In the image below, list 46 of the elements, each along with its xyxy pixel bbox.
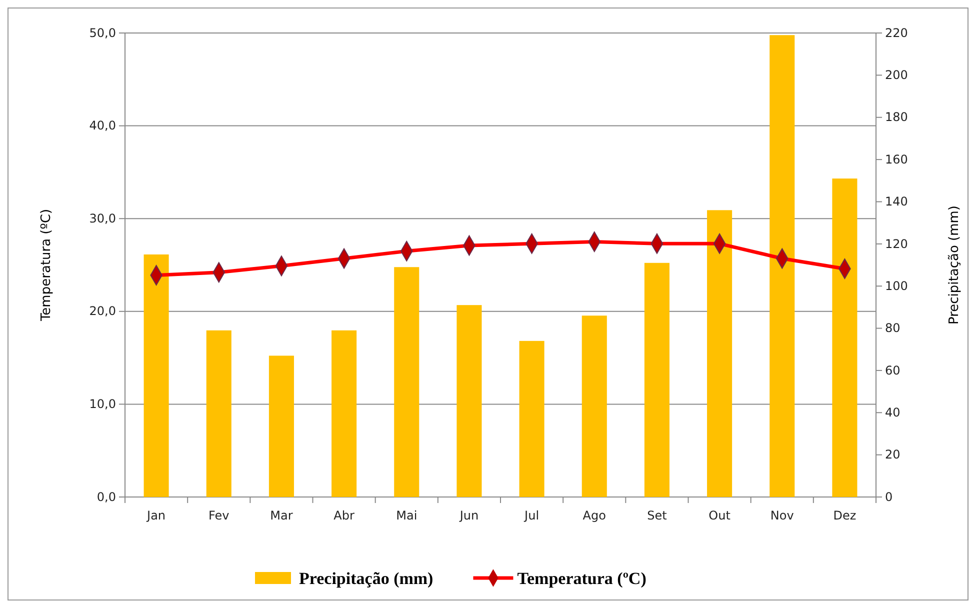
y-tick-label: 40,0 bbox=[89, 118, 116, 133]
y-tick-label: 50,0 bbox=[89, 26, 116, 40]
y2-tick-label: 80 bbox=[885, 321, 900, 336]
bar bbox=[456, 305, 482, 497]
bar bbox=[332, 330, 357, 497]
y2-tick-label: 200 bbox=[885, 68, 908, 82]
x-tick-label: Abr bbox=[334, 508, 354, 523]
x-tick-label: Out bbox=[708, 508, 731, 523]
legend-label: Temperatura (ºC) bbox=[517, 569, 646, 588]
x-tick-label: Fev bbox=[208, 508, 230, 523]
x-tick-label: Ago bbox=[582, 508, 606, 523]
y2-tick-label: 0 bbox=[885, 490, 893, 504]
y2-tick-label: 60 bbox=[885, 363, 900, 378]
y2-tick-label: 120 bbox=[885, 236, 908, 251]
x-tick-label: Set bbox=[647, 508, 668, 523]
bar bbox=[770, 35, 795, 497]
bar bbox=[144, 254, 169, 497]
y-tick-label: 0,0 bbox=[96, 490, 116, 504]
bar bbox=[832, 178, 858, 497]
x-tick-label: Jul bbox=[524, 508, 540, 523]
y2-tick-label: 180 bbox=[885, 110, 908, 124]
x-tick-label: Mar bbox=[270, 508, 293, 523]
bar bbox=[394, 267, 420, 497]
x-tick-label: Nov bbox=[770, 508, 794, 523]
y2-tick-label: 160 bbox=[885, 152, 908, 166]
x-tick-label: Dez bbox=[833, 508, 856, 523]
bar bbox=[707, 210, 732, 497]
bar bbox=[519, 340, 544, 497]
legend-label: Precipitação (mm) bbox=[299, 569, 434, 588]
y2-tick-label: 140 bbox=[885, 194, 908, 209]
y2-tick-label: 20 bbox=[885, 448, 900, 462]
bar bbox=[206, 330, 232, 497]
y-tick-label: 10,0 bbox=[89, 397, 116, 412]
bar bbox=[582, 316, 607, 497]
y-axis-title: Temperatura (ºC) bbox=[39, 208, 54, 322]
bar bbox=[268, 356, 294, 497]
bar bbox=[644, 262, 670, 497]
y2-tick-label: 220 bbox=[885, 26, 908, 40]
y-tick-label: 30,0 bbox=[89, 211, 116, 226]
y2-axis-title: Precipitação (mm) bbox=[947, 205, 962, 325]
x-tick-label: Jun bbox=[458, 508, 479, 523]
y2-tick-label: 40 bbox=[885, 405, 900, 420]
x-tick-label: Mai bbox=[396, 508, 418, 523]
y-tick-label: 20,0 bbox=[89, 304, 116, 318]
x-tick-label: Jan bbox=[146, 508, 166, 523]
y2-tick-label: 100 bbox=[885, 278, 908, 293]
